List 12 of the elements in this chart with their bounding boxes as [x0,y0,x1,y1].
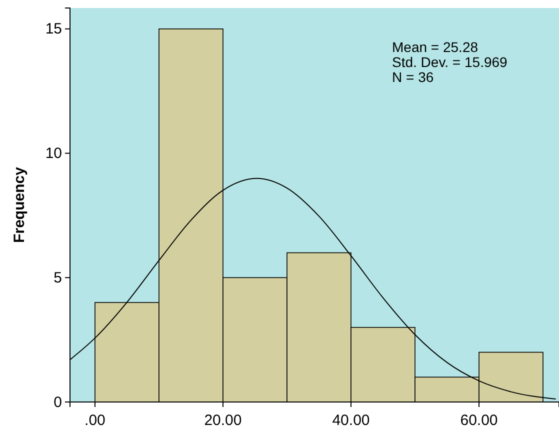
x-tick-label: 20.00 [204,412,242,429]
x-tick-label: 60.00 [460,412,498,429]
y-axis-title: Frequency [11,166,28,243]
x-tick-label: .00 [84,412,106,429]
y-tick-label: 10 [45,145,62,162]
y-tick-label: 0 [54,394,62,411]
x-tick-label: 40.00 [332,412,370,429]
annotation: N = 36 [392,69,434,85]
annotation: Std. Dev. = 15.969 [392,54,508,70]
y-tick-label: 15 [45,20,62,38]
annotation: Mean = 25.28 [392,39,478,55]
y-tick-label: 5 [54,269,62,286]
